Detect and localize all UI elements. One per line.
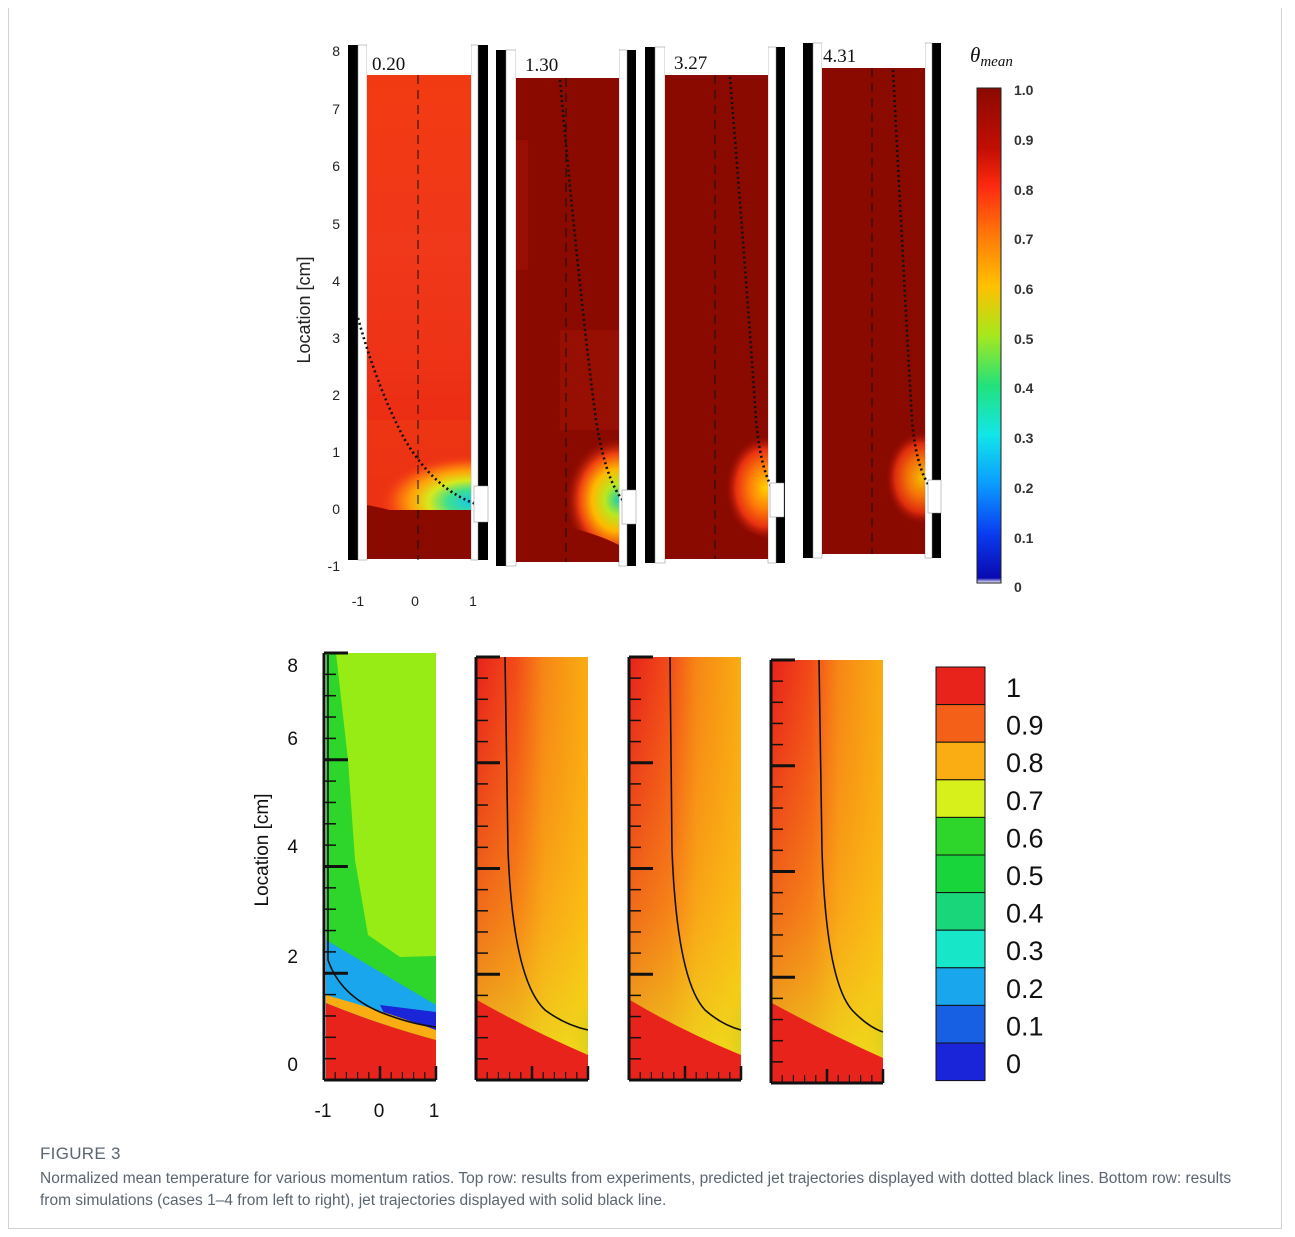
exp-panel-3-label: 3.27 [674, 53, 707, 74]
top-cb-tick-0.6: 0.6 [1014, 281, 1034, 297]
top-cb-tick-0.1: 0.1 [1014, 530, 1034, 546]
bottom-xtick-0: 0 [374, 1101, 385, 1122]
top-ytick-6: 6 [332, 158, 340, 174]
bottom-ylabel: Location [cm] [252, 794, 273, 907]
exp-panel-1-label: 0.20 [372, 54, 405, 75]
bottom-colorbar-tick: 0.6 [1006, 823, 1044, 853]
top-ytick-7: 7 [332, 101, 340, 117]
top-cb-tick-0.4: 0.4 [1014, 380, 1034, 396]
top-cb-tick-0.3: 0.3 [1014, 430, 1034, 446]
bottom-colorbar-cell [935, 704, 986, 743]
figure-caption: FIGURE 3 Normalized mean temperature for… [40, 1144, 1255, 1212]
top-cb-tick-0.5: 0.5 [1014, 331, 1034, 347]
bottom-colorbar-tick: 0.3 [1006, 936, 1044, 966]
bottom-ytick-6: 6 [287, 729, 298, 750]
exp-panel-1: 0.20 [348, 44, 489, 561]
top-ytick-8: 8 [332, 43, 340, 59]
sim-panel-2 [477, 656, 589, 1080]
bottom-colorbar-cell [935, 929, 986, 969]
top-xtick-0: 0 [411, 593, 419, 609]
top-cb-tick-0.7: 0.7 [1014, 231, 1034, 247]
bottom-colorbar-tick: 0.8 [1006, 748, 1044, 778]
top-ytick-5: 5 [332, 216, 340, 232]
bottom-colorbar-cell [935, 967, 986, 1006]
bottom-ytick-2: 2 [287, 947, 298, 968]
figure-frame [8, 8, 1282, 1229]
top-cb-tick-0: 0 [1014, 579, 1022, 595]
exp-panel-3: 3.27 [645, 46, 785, 564]
top-y-ticks: 8 7 6 5 4 3 2 1 0 -1 [328, 43, 341, 574]
bottom-colorbar-tick: 1 [1006, 673, 1021, 703]
bottom-colorbar-tick: 0.2 [1006, 974, 1044, 1004]
bottom-ytick-8: 8 [287, 656, 298, 677]
top-cb-tick-0.2: 0.2 [1014, 480, 1034, 496]
bottom-colorbar-tick: 0.1 [1006, 1011, 1044, 1041]
top-ytick-3: 3 [332, 330, 340, 346]
exp-panel-2-label: 1.30 [525, 55, 558, 76]
bottom-colorbar-cell [935, 666, 986, 706]
top-xtick-minus1: -1 [352, 593, 365, 609]
bottom-xtick-1: 1 [429, 1101, 440, 1122]
figure-graphic: Location [cm] 8 7 6 5 4 3 2 1 0 -1 -1 0 … [252, 42, 1044, 1122]
bottom-colorbar-tick: 0.4 [1006, 899, 1044, 929]
top-ytick-0: 0 [332, 501, 340, 517]
bottom-y-ticks: 8 6 4 2 0 [287, 656, 298, 1076]
sim-axes [322, 651, 885, 1085]
bottom-colorbar-cell [935, 779, 986, 818]
top-cb-tick-0.8: 0.8 [1014, 182, 1034, 198]
bottom-xtick-minus1: -1 [315, 1101, 332, 1122]
bottom-colorbar-tick: 0.9 [1006, 711, 1044, 741]
top-ytick-1: 1 [332, 444, 340, 460]
bottom-ytick-0: 0 [287, 1055, 298, 1076]
top-cb-tick-1.0: 1.0 [1014, 82, 1034, 98]
top-ytick-minus1: -1 [328, 558, 341, 574]
top-x-ticks: -1 0 1 [352, 593, 477, 609]
bottom-colorbar-cell [935, 892, 986, 931]
bottom-colorbar-tick: 0.5 [1006, 861, 1044, 891]
top-cb-tick-0.9: 0.9 [1014, 132, 1034, 148]
top-ytick-4: 4 [332, 273, 340, 289]
bottom-colorbar-cell [935, 741, 986, 781]
bottom-colorbar-cell [935, 1004, 986, 1044]
top-ytick-2: 2 [332, 387, 340, 403]
exp-panel-4-label: 4.31 [823, 46, 856, 67]
bottom-colorbar: 1 0.9 0.8 0.7 0.6 0.5 0.4 0.3 0.2 0.1 0 [935, 666, 1044, 1082]
bottom-x-ticks: -1 0 1 [315, 1101, 440, 1122]
exp-panel-2: 1.30 [496, 49, 637, 567]
bottom-colorbar-tick: 0 [1006, 1049, 1021, 1079]
top-ylabel: Location [cm] [294, 256, 314, 363]
bottom-colorbar-tick: 0.7 [1006, 786, 1044, 816]
bottom-colorbar-cell [935, 1042, 986, 1082]
bottom-colorbar-cell [935, 854, 986, 894]
exp-panel-4: 4.31 [803, 42, 942, 559]
bottom-colorbar-cell [935, 816, 986, 856]
top-colorbar-title: θmean [970, 43, 1013, 70]
top-colorbar: θmean 1.0 0.9 0.8 0.7 0.6 0.5 0.4 0.3 0.… [970, 43, 1034, 595]
figure-caption-text: Normalized mean temperature for various … [40, 1170, 1232, 1209]
bottom-ytick-4: 4 [287, 837, 298, 858]
top-xtick-1: 1 [469, 593, 477, 609]
figure-label: FIGURE 3 [40, 1144, 121, 1163]
